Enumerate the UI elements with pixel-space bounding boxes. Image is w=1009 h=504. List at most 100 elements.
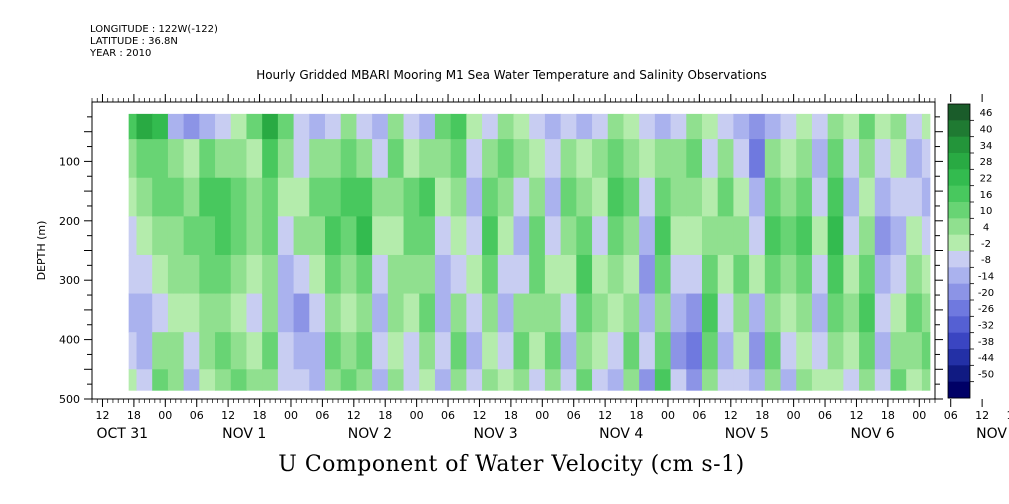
heat-cell bbox=[497, 177, 515, 217]
heat-cell bbox=[686, 113, 703, 140]
heat-cell bbox=[701, 139, 719, 179]
heat-cell bbox=[686, 332, 703, 370]
heat-cell bbox=[230, 216, 248, 256]
heat-cell bbox=[764, 369, 782, 391]
heat-cell bbox=[827, 216, 844, 256]
heat-cell bbox=[639, 369, 656, 391]
heat-cell bbox=[733, 293, 750, 333]
heat-cell bbox=[670, 177, 687, 217]
x-hour-tick-label: 06 bbox=[692, 409, 706, 422]
heat-cell bbox=[890, 369, 907, 391]
heat-cell bbox=[701, 332, 719, 370]
heat-cell bbox=[906, 139, 923, 179]
heat-cell bbox=[183, 216, 200, 256]
heat-cell bbox=[544, 369, 562, 391]
heat-cell bbox=[576, 369, 593, 391]
heat-cell bbox=[874, 254, 892, 295]
heat-cell bbox=[843, 369, 860, 391]
heat-cell bbox=[340, 139, 358, 179]
heat-cell bbox=[733, 113, 750, 140]
heat-cell bbox=[592, 254, 609, 295]
heat-cell bbox=[419, 139, 436, 179]
heat-cell bbox=[450, 293, 467, 333]
heat-cell bbox=[309, 113, 326, 140]
heat-cell bbox=[890, 216, 907, 256]
heat-cell bbox=[434, 332, 452, 370]
heat-cell bbox=[906, 254, 923, 295]
heat-cell bbox=[136, 177, 153, 217]
x-hour-tick-label: 12 bbox=[975, 409, 989, 422]
colorbar-swatch bbox=[948, 169, 970, 187]
heat-cell bbox=[529, 113, 546, 140]
heat-cell bbox=[717, 369, 735, 391]
heat-cell bbox=[152, 139, 169, 179]
heat-cell bbox=[592, 139, 609, 179]
heat-cell bbox=[403, 139, 420, 179]
heat-cell bbox=[128, 332, 138, 370]
heat-cell bbox=[670, 369, 687, 391]
heat-cell bbox=[796, 293, 813, 333]
heat-cell bbox=[262, 254, 279, 295]
x-hour-tick-label: 18 bbox=[755, 409, 769, 422]
heat-cell bbox=[607, 113, 625, 140]
heat-cell bbox=[560, 293, 577, 333]
heat-cell bbox=[309, 332, 326, 370]
heat-cell bbox=[827, 369, 844, 391]
heat-cell bbox=[560, 139, 577, 179]
heat-cell bbox=[434, 216, 452, 256]
heat-cell bbox=[623, 332, 640, 370]
heat-cell bbox=[623, 293, 640, 333]
heat-cell bbox=[686, 293, 703, 333]
heat-cell bbox=[277, 369, 295, 391]
heat-cell bbox=[513, 254, 530, 295]
heat-cell bbox=[482, 216, 499, 256]
heat-cell bbox=[513, 113, 530, 140]
heat-cell bbox=[167, 113, 185, 140]
heat-cell bbox=[764, 293, 782, 333]
heat-cell bbox=[717, 254, 735, 295]
heat-cell bbox=[639, 113, 656, 140]
x-hour-tick-label: 18 bbox=[253, 409, 267, 422]
x-hour-tick-label: 06 bbox=[441, 409, 455, 422]
heat-cell bbox=[670, 216, 687, 256]
colorbar-swatch bbox=[948, 251, 970, 268]
heat-cell bbox=[607, 332, 625, 370]
colorbar-label: 34 bbox=[980, 141, 993, 152]
colorbar-label: 40 bbox=[980, 125, 993, 136]
heat-cell bbox=[246, 216, 263, 256]
heat-cell bbox=[780, 254, 797, 295]
heat-cell bbox=[246, 332, 263, 370]
heat-cell bbox=[419, 293, 436, 333]
heat-cell bbox=[356, 177, 373, 217]
heat-cell bbox=[529, 177, 546, 217]
x-hour-tick-label: 18 bbox=[1007, 409, 1009, 422]
heat-cell bbox=[859, 254, 876, 295]
heat-cell bbox=[654, 177, 672, 217]
colorbar-label: 16 bbox=[980, 190, 993, 201]
heat-cell bbox=[654, 113, 672, 140]
x-hour-tick-label: 00 bbox=[661, 409, 675, 422]
heat-cell bbox=[387, 332, 405, 370]
heat-cell bbox=[513, 177, 530, 217]
x-day-label: NOV 2 bbox=[348, 426, 392, 442]
heat-cell bbox=[183, 332, 200, 370]
heat-cell bbox=[733, 254, 750, 295]
heat-cell bbox=[372, 177, 389, 217]
variable-caption: U Component of Water Velocity (cm s-1) bbox=[278, 452, 745, 477]
heat-cell bbox=[796, 177, 813, 217]
colorbar-swatch bbox=[948, 349, 970, 366]
x-hour-tick-label: 00 bbox=[284, 409, 298, 422]
chart-axes: 12 18 00 06 12 18 00 06 12 18 00 06 12 18 00 06 12 18 00 06… bbox=[35, 94, 1009, 442]
heat-cell bbox=[576, 139, 593, 179]
heat-cell bbox=[325, 293, 342, 333]
y-tick-label: 200 bbox=[59, 215, 80, 228]
heat-cell bbox=[246, 177, 263, 217]
heat-cell bbox=[827, 113, 844, 140]
heat-cell bbox=[623, 113, 640, 140]
heat-cell bbox=[497, 332, 515, 370]
heat-cell bbox=[466, 369, 483, 391]
heat-cell bbox=[293, 254, 310, 295]
heat-cell bbox=[450, 332, 467, 370]
heat-cell bbox=[230, 177, 248, 217]
heat-cell bbox=[921, 254, 931, 295]
